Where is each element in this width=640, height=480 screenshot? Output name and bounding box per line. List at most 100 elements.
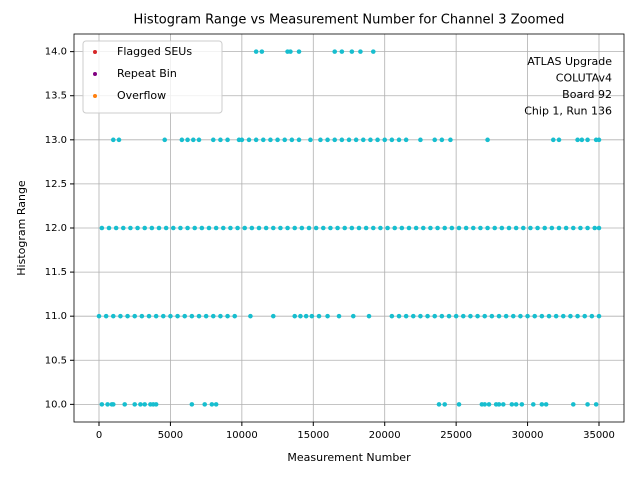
data-point	[153, 402, 159, 407]
data-point	[389, 137, 395, 143]
data-point	[142, 402, 148, 407]
data-point	[435, 225, 440, 231]
data-point	[110, 137, 116, 143]
data-point	[116, 137, 122, 143]
data-point	[149, 225, 155, 231]
x-tick-label: 20000	[369, 430, 401, 441]
data-point	[549, 225, 555, 231]
data-point	[156, 225, 162, 231]
data-point	[142, 225, 148, 231]
data-point	[413, 225, 419, 231]
data-point	[120, 225, 126, 231]
data-point	[585, 225, 590, 231]
data-point	[210, 137, 216, 143]
data-point	[178, 225, 183, 231]
data-point	[356, 225, 362, 231]
data-point	[99, 402, 105, 407]
legend-marker	[93, 50, 97, 54]
data-point	[475, 313, 480, 319]
legend-box	[82, 40, 223, 114]
data-point	[288, 49, 293, 54]
data-point	[316, 313, 322, 319]
data-point	[160, 313, 166, 319]
data-point	[370, 49, 376, 54]
annotation: Board 92	[559, 88, 612, 101]
data-point	[506, 225, 512, 231]
data-point	[139, 313, 145, 319]
data-point	[118, 313, 123, 319]
data-point	[418, 313, 423, 319]
data-point	[470, 225, 476, 231]
data-point	[428, 225, 433, 231]
data-point	[203, 313, 209, 319]
data-point	[396, 313, 402, 319]
data-point	[579, 137, 585, 143]
data-point	[220, 225, 226, 231]
legend-label: Repeat Bin	[117, 67, 177, 80]
data-point	[303, 313, 309, 319]
data-point	[442, 402, 448, 407]
data-point	[342, 225, 348, 231]
data-point	[225, 313, 230, 319]
legend-label: Overflow	[117, 89, 166, 102]
data-point	[403, 137, 409, 143]
data-point	[163, 225, 169, 231]
data-point	[543, 402, 549, 407]
data-point	[513, 402, 519, 407]
data-point	[296, 137, 302, 143]
data-point	[503, 313, 509, 319]
data-point	[96, 313, 102, 319]
data-point	[179, 137, 185, 143]
data-point	[209, 402, 215, 407]
data-point	[539, 402, 545, 407]
data-point	[210, 313, 216, 319]
legend-label: Flagged SEUs	[117, 45, 192, 58]
data-point	[446, 313, 452, 319]
data-point	[489, 313, 495, 319]
data-point	[253, 137, 259, 143]
plot-frame	[73, 33, 625, 423]
data-point	[366, 313, 372, 319]
data-point	[550, 137, 556, 143]
data-point	[563, 225, 569, 231]
data-point	[99, 225, 105, 231]
data-point	[418, 137, 423, 143]
data-point	[500, 402, 506, 407]
legend: Flagged SEUs Repeat Bin Overflow	[82, 40, 223, 114]
data-point	[499, 225, 505, 231]
data-point	[436, 402, 442, 407]
data-point	[486, 402, 492, 407]
y-tick-label: 14.0	[45, 47, 67, 58]
data-point	[170, 225, 176, 231]
data-point	[456, 402, 462, 407]
data-point	[239, 137, 245, 143]
data-point	[453, 313, 459, 319]
data-point	[260, 137, 266, 143]
data-point	[206, 225, 212, 231]
data-point	[546, 313, 552, 319]
data-point	[449, 225, 455, 231]
data-point	[308, 137, 313, 143]
data-point	[592, 225, 598, 231]
data-point	[225, 137, 230, 143]
data-point	[110, 313, 116, 319]
data-point	[478, 225, 483, 231]
data-point	[439, 137, 445, 143]
y-tick-label: 12.5	[45, 179, 67, 190]
x-tick-label: 5000	[158, 430, 183, 441]
data-point	[325, 313, 330, 319]
data-point	[353, 137, 359, 143]
data-point	[456, 225, 462, 231]
data-point	[448, 137, 453, 143]
data-point	[218, 313, 223, 319]
data-point	[325, 137, 330, 143]
data-point	[596, 225, 602, 231]
data-point	[358, 49, 363, 54]
data-point	[575, 313, 580, 319]
data-point	[375, 137, 380, 143]
data-point	[468, 313, 473, 319]
data-point	[298, 313, 303, 319]
data-point	[432, 313, 438, 319]
data-point	[110, 402, 116, 407]
data-point	[259, 49, 265, 54]
